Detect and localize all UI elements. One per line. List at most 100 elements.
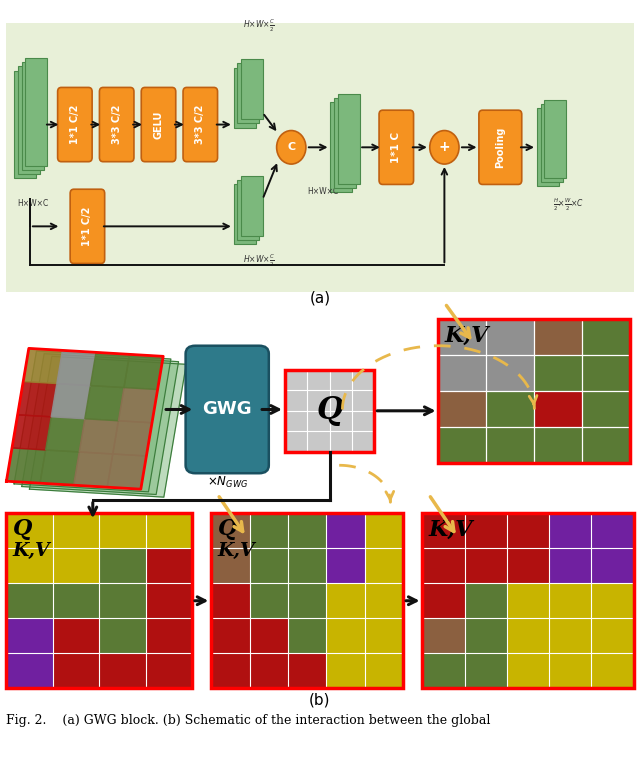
Bar [211, 653, 250, 688]
Bar [591, 653, 634, 688]
Text: (a): (a) [309, 291, 331, 306]
FancyBboxPatch shape [541, 104, 563, 182]
Bar [211, 619, 250, 653]
FancyBboxPatch shape [334, 98, 356, 188]
Bar [534, 319, 582, 355]
Polygon shape [90, 352, 129, 388]
Bar [534, 427, 582, 462]
Text: 3*3 C/2: 3*3 C/2 [195, 105, 205, 144]
Bar [465, 513, 507, 548]
Polygon shape [45, 417, 85, 452]
Bar [146, 583, 192, 619]
Bar [52, 653, 99, 688]
Polygon shape [74, 452, 113, 487]
Bar [534, 391, 582, 427]
Bar [211, 583, 250, 619]
Bar [6, 583, 52, 619]
Bar [326, 548, 365, 583]
FancyBboxPatch shape [183, 87, 218, 162]
Bar [288, 548, 326, 583]
Bar [52, 583, 99, 619]
Bar [146, 619, 192, 653]
Bar [549, 653, 591, 688]
Polygon shape [113, 420, 152, 456]
Polygon shape [118, 388, 157, 423]
Text: Fig. 2.    (a) GWG block. (b) Schematic of the interaction between the global: Fig. 2. (a) GWG block. (b) Schematic of … [6, 713, 491, 727]
Text: 1*1 C/2: 1*1 C/2 [83, 206, 92, 246]
Bar [365, 548, 403, 583]
Polygon shape [40, 450, 79, 485]
FancyBboxPatch shape [237, 180, 259, 240]
Text: 3*3 C/2: 3*3 C/2 [112, 105, 122, 144]
Bar [438, 319, 630, 462]
Bar [326, 619, 365, 653]
Bar [591, 619, 634, 653]
Polygon shape [79, 419, 118, 454]
FancyBboxPatch shape [479, 110, 522, 184]
Bar [582, 391, 630, 427]
Bar [288, 653, 326, 688]
Bar [288, 513, 326, 548]
Text: K,V: K,V [429, 518, 473, 540]
Polygon shape [6, 448, 45, 483]
Polygon shape [12, 414, 51, 450]
Bar [365, 583, 403, 619]
Bar [6, 653, 52, 688]
Bar [146, 548, 192, 583]
Bar [465, 548, 507, 583]
Bar [250, 513, 288, 548]
FancyBboxPatch shape [58, 87, 92, 162]
FancyBboxPatch shape [234, 68, 256, 128]
Text: (b): (b) [309, 692, 331, 707]
Text: K,V: K,V [13, 542, 51, 560]
Bar [365, 513, 403, 548]
Text: K,V: K,V [218, 542, 255, 560]
Text: $\frac{H}{2}{\times}\frac{W}{2}{\times}C$: $\frac{H}{2}{\times}\frac{W}{2}{\times}C… [552, 197, 584, 213]
Bar [99, 583, 146, 619]
Text: 1*1 C/2: 1*1 C/2 [70, 105, 80, 144]
Bar [438, 319, 486, 355]
Bar [250, 583, 288, 619]
FancyBboxPatch shape [330, 102, 353, 192]
Bar [486, 355, 534, 391]
Bar [591, 583, 634, 619]
Bar [422, 513, 634, 688]
Text: Pooling: Pooling [495, 127, 506, 168]
Bar [438, 355, 486, 391]
Polygon shape [57, 351, 96, 386]
Bar [99, 653, 146, 688]
Bar [486, 319, 534, 355]
FancyBboxPatch shape [22, 62, 44, 170]
Polygon shape [51, 383, 90, 419]
Bar [549, 583, 591, 619]
Text: H×W×C: H×W×C [307, 187, 338, 197]
Bar [507, 583, 549, 619]
Bar [365, 653, 403, 688]
Polygon shape [29, 357, 186, 497]
Bar [486, 391, 534, 427]
Text: $H{\times}W{\times}\frac{C}{2}$: $H{\times}W{\times}\frac{C}{2}$ [243, 254, 275, 269]
FancyBboxPatch shape [338, 94, 360, 184]
Bar [591, 548, 634, 583]
Bar [288, 583, 326, 619]
Bar [6, 513, 52, 548]
Bar [288, 619, 326, 653]
Text: GELU: GELU [154, 110, 163, 139]
Bar [465, 653, 507, 688]
FancyBboxPatch shape [25, 58, 47, 166]
Polygon shape [124, 354, 163, 389]
Bar [250, 548, 288, 583]
Bar [422, 619, 465, 653]
Bar [422, 513, 465, 548]
FancyBboxPatch shape [141, 87, 176, 162]
FancyBboxPatch shape [234, 184, 256, 244]
Bar [507, 513, 549, 548]
Text: Q: Q [13, 518, 32, 540]
FancyBboxPatch shape [1, 21, 639, 297]
Bar [250, 619, 288, 653]
Bar [211, 513, 250, 548]
Bar [146, 513, 192, 548]
Bar [211, 513, 403, 688]
Bar [486, 427, 534, 462]
Bar [438, 427, 486, 462]
